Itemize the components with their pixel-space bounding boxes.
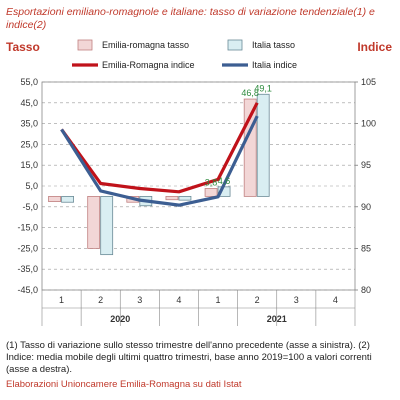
category-label: 2 (98, 295, 103, 305)
right-tick-label: 85 (361, 243, 371, 253)
bar-1-0 (61, 195, 74, 203)
left-tick-label: 25,0 (20, 139, 38, 149)
left-tick-label: -25,0 (17, 243, 38, 253)
left-tick-label: -45,0 (17, 285, 38, 295)
plot-frame (41, 81, 356, 291)
right-tick-label: 100 (361, 119, 376, 129)
chart-title: Esportazioni emiliano-romagnole e italia… (6, 6, 375, 31)
chart-svg: 55,0 45,0 35,0 25,0 15,0 5,0 -5,0 -15,0 -25,0 -35… (17, 39, 376, 326)
category-label: 4 (333, 295, 338, 305)
legend-swatch-1 (227, 39, 243, 51)
category-label: 3 (137, 295, 142, 305)
data-label: 4,6 (218, 176, 231, 186)
data-label: 49,1 (254, 83, 272, 93)
category-label: 3 (294, 295, 299, 305)
right-axis-ticks: 105 100 95 90 85 80 (355, 77, 376, 295)
right-tick-label: 95 (361, 160, 371, 170)
right-tick-label: 105 (361, 77, 376, 87)
data-label: 3,8 (205, 177, 218, 187)
left-tick-label: -5,0 (22, 202, 38, 212)
bar-1-3 (178, 195, 192, 201)
bars (48, 93, 270, 256)
bar-1-1 (100, 195, 114, 256)
category-label: 2 (255, 295, 260, 305)
legend-label-0: Emilia-romagna tasso (102, 40, 189, 50)
left-tick-label: 5,0 (25, 181, 38, 191)
category-label: 4 (176, 295, 181, 305)
legend-label-3: Italia indice (252, 60, 297, 70)
data-labels: 3,8 4,6 46,849,1 (205, 83, 272, 187)
chart-source: Elaborazioni Unioncamere Emilia-Romagna … (6, 379, 242, 390)
left-axis-ticks: 55,0 45,0 35,0 25,0 15,0 5,0 -5,0 -15,0 -25,0 -35… (17, 77, 38, 295)
right-tick-label: 90 (361, 202, 371, 212)
legend: Emilia-romagna tasso Italia tasso Emilia-R… (72, 39, 297, 70)
bar-1-5 (256, 93, 270, 197)
left-tick-label: 15,0 (20, 160, 38, 170)
bar-0-3 (165, 195, 179, 201)
bar-0-4 (204, 188, 218, 197)
category-label: 1 (216, 295, 221, 305)
left-axis-title: Tasso (6, 40, 40, 54)
right-axis-title: Indice (357, 40, 392, 54)
year-label: 2021 (267, 314, 287, 324)
left-tick-label: -15,0 (17, 223, 38, 233)
category-label: 1 (59, 295, 64, 305)
left-tick-label: 45,0 (20, 98, 38, 108)
legend-label-1: Italia tasso (252, 40, 295, 50)
left-tick-label: -35,0 (17, 264, 38, 274)
data-label: 46,8 (241, 88, 259, 98)
year-label: 2020 (110, 314, 130, 324)
bar-0-1 (87, 195, 101, 249)
left-tick-label: 55,0 (20, 77, 38, 87)
legend-swatch-0 (77, 39, 93, 51)
series-line-2 (60, 102, 259, 194)
legend-label-2: Emilia-Romagna indice (102, 60, 195, 70)
right-tick-label: 80 (361, 285, 371, 295)
series-lines (60, 102, 259, 207)
chart-notes: (1) Tasso di variazione sullo stesso tri… (6, 340, 372, 375)
x-axis-categories: 1 2 3 4 1 2 3 4 2020 2021 (41, 290, 356, 326)
left-tick-label: 35,0 (20, 119, 38, 129)
series-line-3 (60, 115, 259, 207)
bar-0-0 (48, 195, 61, 202)
